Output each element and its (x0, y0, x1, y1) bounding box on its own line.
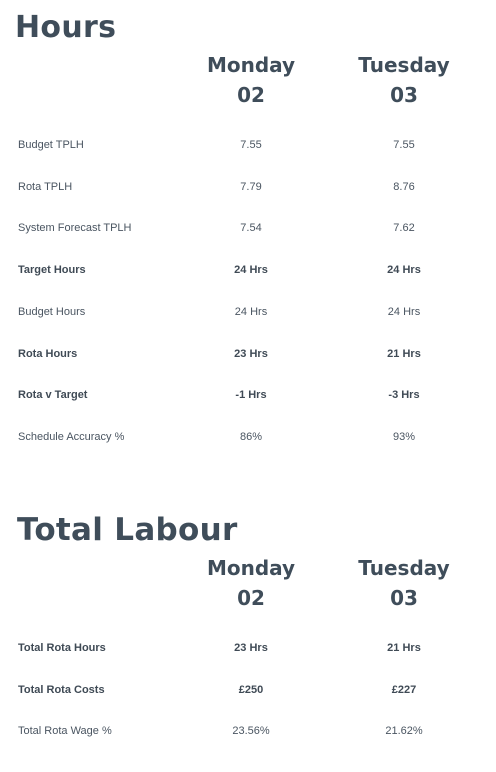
row-label: Budget Hours (18, 305, 86, 318)
day-name: Monday (206, 53, 296, 77)
monday-value: 24 Hrs (234, 264, 268, 277)
table-row: Schedule Accuracy % 86% 93% (0, 427, 496, 447)
day-number: 03 (390, 83, 418, 107)
monday-value: 23 Hrs (234, 642, 268, 654)
row-label: Total Rota Wage % (18, 725, 112, 738)
tuesday-value: 7.62 (393, 222, 415, 235)
day-name: Tuesday (358, 53, 450, 77)
table-row: Budget TPLH 7.55 7.55 (0, 135, 496, 155)
labour-day-header-monday: Monday 02 (191, 553, 311, 613)
row-label: System Forecast TPLH (18, 222, 132, 235)
table-row: Rota Hours 23 Hrs 21 Hrs (0, 344, 496, 364)
tuesday-value: 21.62% (385, 725, 423, 738)
row-label: Total Rota Hours (18, 642, 106, 654)
monday-value: 23 Hrs (234, 347, 268, 360)
table-row: Total Rota Wage % 23.56% 21.62% (0, 721, 496, 741)
hours-title: Hours (15, 10, 117, 45)
monday-value: 7.54 (240, 222, 262, 235)
tuesday-value: 24 Hrs (387, 264, 421, 277)
table-row: Total Rota Hours 23 Hrs 21 Hrs (0, 638, 496, 658)
row-label: Rota TPLH (18, 180, 73, 193)
row-label: Rota Hours (18, 347, 78, 360)
monday-value: £250 (238, 683, 264, 696)
tuesday-value: 21 Hrs (387, 347, 421, 360)
monday-value: 23.56% (232, 725, 270, 738)
table-row: Total Rota Costs £250 £227 (0, 680, 496, 700)
day-number: 03 (390, 586, 418, 610)
table-row: Rota v Target -1 Hrs -3 Hrs (0, 385, 496, 405)
monday-value: 7.79 (240, 180, 262, 193)
monday-value: 7.55 (240, 139, 262, 151)
labour-day-header-tuesday: Tuesday 03 (344, 553, 464, 613)
tuesday-value: 24 Hrs (387, 305, 421, 318)
tuesday-value: 93% (392, 430, 416, 443)
table-row: System Forecast TPLH 7.54 7.62 (0, 218, 496, 238)
day-number: 02 (237, 586, 265, 610)
row-label: Rota v Target (18, 389, 88, 402)
row-label: Budget TPLH (18, 139, 84, 151)
table-row: Budget Hours 24 Hrs 24 Hrs (0, 302, 496, 322)
monday-value: 86% (239, 430, 263, 443)
tuesday-value: 8.76 (393, 180, 415, 193)
table-row: Target Hours 24 Hrs 24 Hrs (0, 260, 496, 280)
monday-value: -1 Hrs (235, 389, 267, 402)
monday-value: 24 Hrs (234, 305, 268, 318)
day-name: Monday (206, 556, 296, 580)
tuesday-value: 7.55 (393, 139, 415, 151)
hours-day-header-monday: Monday 02 (191, 50, 311, 110)
day-number: 02 (237, 83, 265, 107)
tuesday-value: -3 Hrs (388, 389, 420, 402)
row-label: Total Rota Costs (18, 683, 105, 696)
day-name: Tuesday (358, 556, 450, 580)
row-label: Schedule Accuracy % (18, 430, 125, 443)
tuesday-value: £227 (391, 683, 417, 696)
hours-day-header-tuesday: Tuesday 03 (344, 50, 464, 110)
tuesday-value: 21 Hrs (387, 642, 421, 654)
row-label: Target Hours (18, 264, 86, 277)
table-row: Rota TPLH 7.79 8.76 (0, 177, 496, 197)
total-labour-title: Total Labour (17, 512, 238, 548)
